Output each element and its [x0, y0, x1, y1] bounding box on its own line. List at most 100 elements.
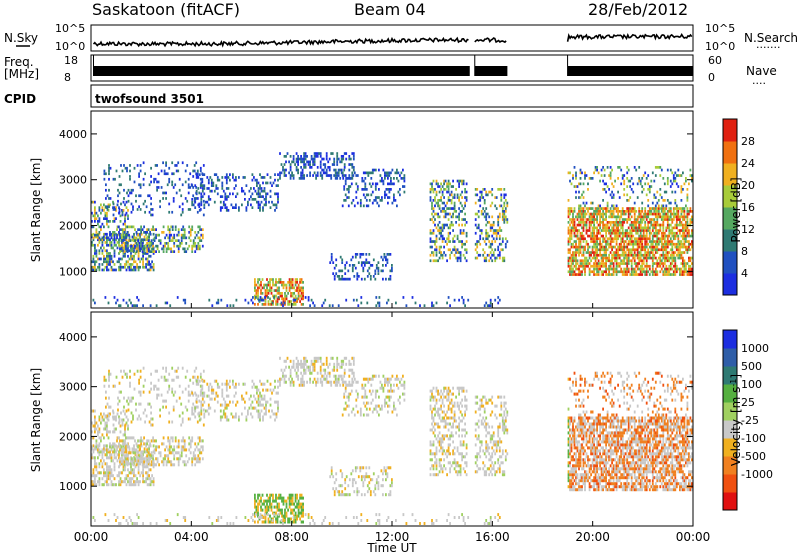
power-cell: [340, 168, 343, 172]
power-cell: [605, 248, 607, 252]
power-cell: [630, 248, 633, 252]
power-cell: [485, 229, 488, 232]
power-cell: [300, 294, 303, 298]
power-cell: [618, 253, 621, 257]
power-cell: [254, 189, 257, 193]
power-cell: [612, 270, 615, 274]
power-cell: [497, 253, 500, 257]
power-cell: [575, 229, 577, 232]
velocity-cell: [137, 456, 140, 460]
velocity-cell: [160, 393, 163, 397]
power-cell: [269, 181, 272, 185]
power-cell: [340, 160, 343, 164]
velocity-cell: [133, 480, 135, 484]
velocity-cell: [128, 451, 130, 455]
power-cell: [645, 259, 648, 263]
power-cell: [593, 267, 595, 271]
power-cell: [402, 185, 404, 188]
velocity-cell: [171, 387, 174, 391]
power-cell: [501, 215, 504, 219]
power-cell: [645, 218, 648, 221]
power-cell: [301, 174, 304, 177]
power-cell: [403, 185, 406, 188]
power-cell: [130, 191, 133, 195]
power-cell: [615, 242, 618, 246]
power-cell: [97, 257, 99, 261]
power-cell: [351, 266, 354, 270]
power-cell: [330, 253, 333, 256]
station-title: Saskatoon (fitACF): [92, 0, 240, 19]
power-cell: [376, 201, 379, 205]
power-cell: [296, 300, 298, 303]
velocity-cell: [133, 444, 135, 448]
velocity-cell: [101, 418, 104, 422]
velocity-cell: [143, 460, 145, 464]
power-cell: [585, 262, 588, 265]
power-cell: [118, 260, 120, 264]
power-cell: [125, 242, 127, 245]
power-cell: [443, 179, 445, 183]
power-cell: [130, 210, 133, 214]
power-cell: [287, 300, 289, 303]
power-cell: [362, 188, 365, 191]
velocity-cell: [120, 445, 123, 449]
velocity-cell: [123, 396, 125, 400]
power-cell: [688, 234, 690, 238]
power-cell: [689, 218, 692, 221]
power-cell: [647, 270, 650, 274]
power-cell: [233, 187, 236, 190]
velocity-cell: [103, 418, 105, 422]
power-cell: [682, 218, 684, 221]
power-cell: [599, 267, 601, 271]
power-cell: [338, 269, 341, 273]
velocity-cell: [142, 477, 144, 481]
velocity-cell: [115, 418, 117, 422]
power-cell: [581, 226, 583, 230]
power-cell: [352, 152, 355, 155]
velocity-cell: [142, 480, 144, 484]
power-cell: [113, 252, 116, 255]
velocity-cell: [146, 442, 148, 446]
velocity-cell: [135, 454, 138, 458]
velocity-cell: [143, 480, 146, 484]
power-cell: [120, 239, 123, 242]
power-cell: [659, 253, 662, 257]
velocity-cell: [177, 460, 180, 464]
velocity-cell: [150, 463, 153, 467]
power-cell: [336, 174, 339, 177]
power-cell: [304, 152, 307, 155]
power-cell: [429, 245, 432, 249]
power-cell: [131, 249, 134, 253]
power-cell: [668, 251, 671, 254]
power-cell: [581, 221, 583, 224]
power-cell: [134, 304, 137, 307]
power-cell: [453, 248, 456, 252]
velocity-cell: [118, 456, 120, 460]
power-cell: [648, 240, 651, 243]
power-cell: [107, 209, 110, 212]
power-cell: [221, 187, 224, 190]
power-cell: [142, 202, 145, 206]
power-cell: [103, 177, 106, 181]
velocity-cell: [91, 480, 93, 484]
power-cell: [624, 256, 627, 260]
power-cell: [581, 259, 583, 263]
power-cell: [503, 188, 506, 191]
power-cell: [267, 292, 270, 295]
velocity-cell: [116, 474, 119, 478]
power-cell: [653, 223, 656, 227]
power-cell: [603, 253, 606, 257]
velocity-cell: [173, 457, 176, 461]
power-cell: [624, 253, 627, 257]
power-cell: [452, 248, 454, 252]
colorbar-tick-label: 20: [741, 179, 755, 192]
power-cell: [313, 152, 316, 155]
power-cell: [611, 190, 613, 194]
power-cell: [140, 239, 142, 242]
power-cell: [573, 223, 576, 227]
power-cell: [627, 253, 630, 257]
power-cell: [269, 176, 272, 179]
power-cell: [680, 212, 683, 216]
power-cell: [621, 229, 624, 232]
power-cell: [450, 190, 453, 194]
